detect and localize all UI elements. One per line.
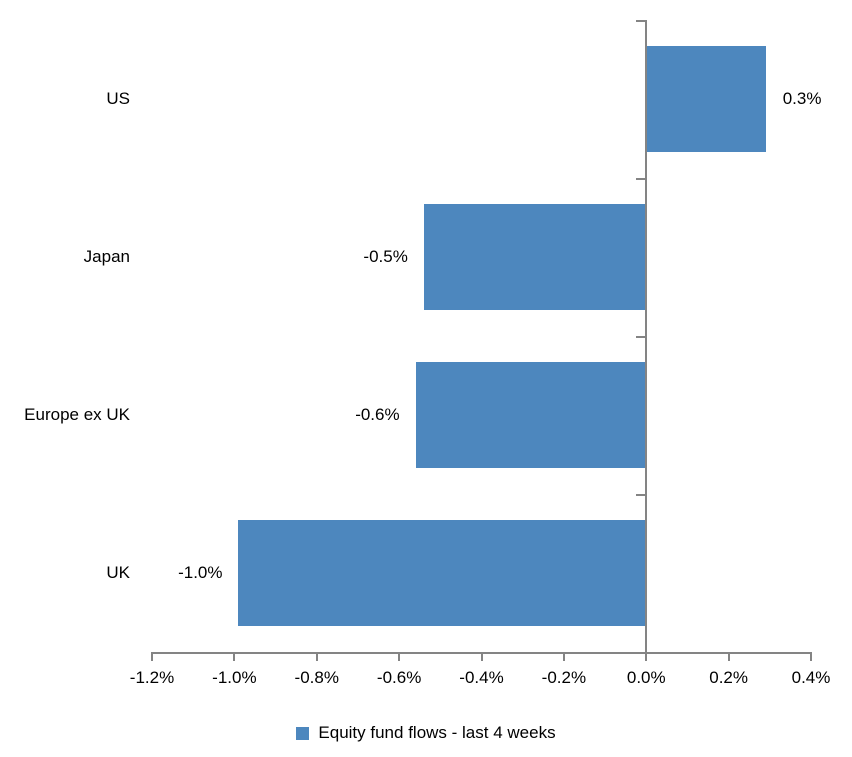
data-label-us: 0.3% bbox=[782, 89, 822, 108]
x-axis-tick bbox=[810, 652, 812, 661]
y-axis-tick bbox=[636, 178, 646, 180]
bar-uk bbox=[238, 520, 647, 626]
x-axis-tick bbox=[727, 652, 730, 661]
x-axis-tick-label: -1.0% bbox=[212, 668, 257, 687]
data-label-europe-ex-uk: -0.6% bbox=[355, 405, 400, 424]
x-axis-tick-label: -0.6% bbox=[376, 668, 422, 687]
bar-japan bbox=[423, 204, 647, 310]
x-axis-tick bbox=[315, 652, 318, 661]
x-axis-tick-label: -1.2% bbox=[129, 668, 175, 687]
x-axis-tick bbox=[398, 652, 401, 661]
x-axis-tick-label: -0.2% bbox=[541, 668, 587, 687]
x-axis-tick-label: 0.4% bbox=[791, 668, 831, 687]
y-axis-tick bbox=[636, 20, 646, 22]
x-axis-tick-label: -0.8% bbox=[294, 668, 339, 687]
x-axis-tick bbox=[645, 652, 648, 661]
x-axis-tick bbox=[233, 652, 236, 661]
category-label-uk: UK bbox=[106, 563, 130, 582]
x-axis-tick-label: -0.4% bbox=[459, 668, 504, 687]
y-axis-tick bbox=[636, 336, 646, 338]
data-label-uk: -1.0% bbox=[178, 563, 223, 582]
x-axis-tick-label: 0.2% bbox=[709, 668, 748, 687]
y-axis-tick bbox=[636, 494, 646, 496]
x-axis-tick-label: 0.0% bbox=[626, 668, 666, 687]
data-label-japan: -0.5% bbox=[363, 247, 408, 266]
legend-color-swatch-icon bbox=[296, 726, 310, 740]
legend-label: Equity fund flows - last 4 weeks bbox=[318, 723, 556, 742]
category-label-us: US bbox=[106, 89, 130, 108]
x-axis-tick bbox=[151, 652, 153, 661]
bar-europe-ex-uk bbox=[415, 362, 647, 468]
x-axis-tick bbox=[562, 652, 565, 661]
legend: Equity fund flows - last 4 weeks bbox=[0, 718, 852, 748]
x-axis-tick bbox=[480, 652, 483, 661]
zero-axis-line bbox=[645, 20, 648, 652]
category-label-japan: Japan bbox=[83, 247, 130, 266]
bar-us bbox=[646, 46, 766, 152]
category-label-europe-ex-uk: Europe ex UK bbox=[24, 405, 130, 424]
